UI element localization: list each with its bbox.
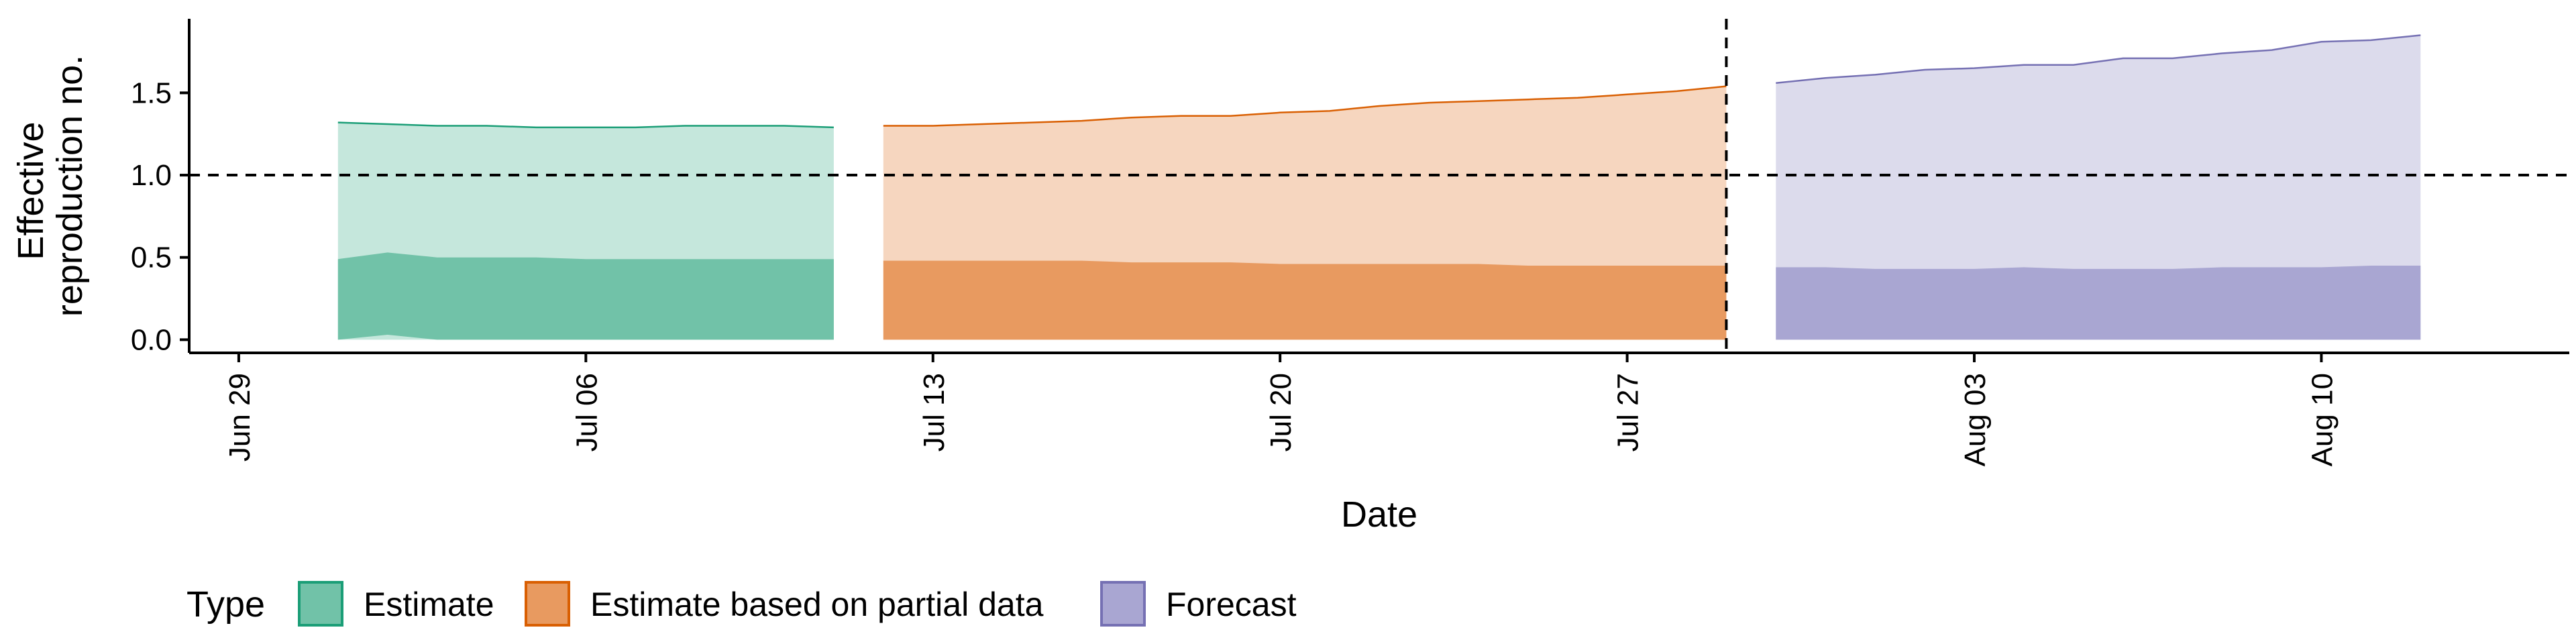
series-estimate-based-on-partial-data-upper-line: [883, 85, 1727, 127]
y-tick-label: 0.0: [131, 323, 172, 356]
series-forecast-upper-line: [1776, 34, 2421, 84]
legend-swatch-forecast: [1100, 581, 1146, 627]
x-tick-label: Jul 20: [1265, 373, 1297, 451]
y-tick-label: 0.5: [131, 241, 172, 274]
y-axis-title-line-2: reproduction no.: [50, 55, 90, 317]
legend: Type Estimate Estimate based on partial d…: [186, 581, 1297, 627]
legend-label-estimate: Estimate: [364, 586, 494, 623]
series-estimate-based-on-partial-data: [883, 85, 1727, 340]
series-estimate-inner-band: [337, 252, 834, 340]
reference-lines: [189, 19, 2569, 353]
axes: [180, 19, 2569, 362]
y-tick-label: 1.5: [131, 76, 172, 109]
series-forecast-outer-band: [1776, 35, 2421, 340]
tick-labels: 0.0 0.5 1.0 1.5 Jun 29 Jul 06 Jul 13 Jul 20 Jul …: [131, 76, 2339, 466]
legend-title: Type: [186, 584, 265, 625]
legend-label-estimate-based-on-partial-data: Estimate based on partial data: [590, 586, 1044, 623]
series-forecast: [1776, 34, 2421, 340]
x-tick-label: Jul 27: [1612, 373, 1645, 451]
x-tick-label: Jul 13: [918, 373, 951, 451]
x-tick-label: Aug 10: [2306, 373, 2339, 466]
series-estimate: [337, 121, 834, 340]
series-layer: [337, 34, 2421, 340]
x-tick-label: Jun 29: [223, 373, 256, 462]
legend-label-forecast: Forecast: [1166, 586, 1297, 623]
y-axis-title-line-1: Effective: [11, 121, 51, 260]
x-axis-title: Date: [1341, 494, 1417, 535]
series-forecast-inner-band: [1776, 266, 2421, 340]
x-tick-label: Aug 03: [1959, 373, 1992, 466]
legend-swatch-estimate: [298, 581, 343, 627]
y-axis-title: Effective reproduction no.: [11, 55, 90, 317]
series-estimate-based-on-partial-data-inner-band: [883, 260, 1727, 340]
legend-swatch-estimate-based-on-partial-data: [525, 581, 570, 627]
y-tick-label: 1.0: [131, 159, 172, 192]
series-estimate-upper-line: [337, 121, 834, 129]
x-tick-label: Jul 06: [570, 373, 603, 451]
